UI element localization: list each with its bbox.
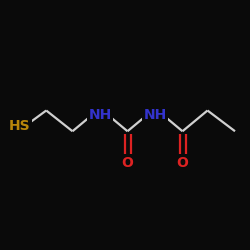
- Text: O: O: [122, 156, 134, 170]
- Text: HS: HS: [9, 119, 31, 133]
- Text: O: O: [176, 156, 188, 170]
- Text: NH: NH: [144, 108, 167, 122]
- Text: NH: NH: [88, 108, 112, 122]
